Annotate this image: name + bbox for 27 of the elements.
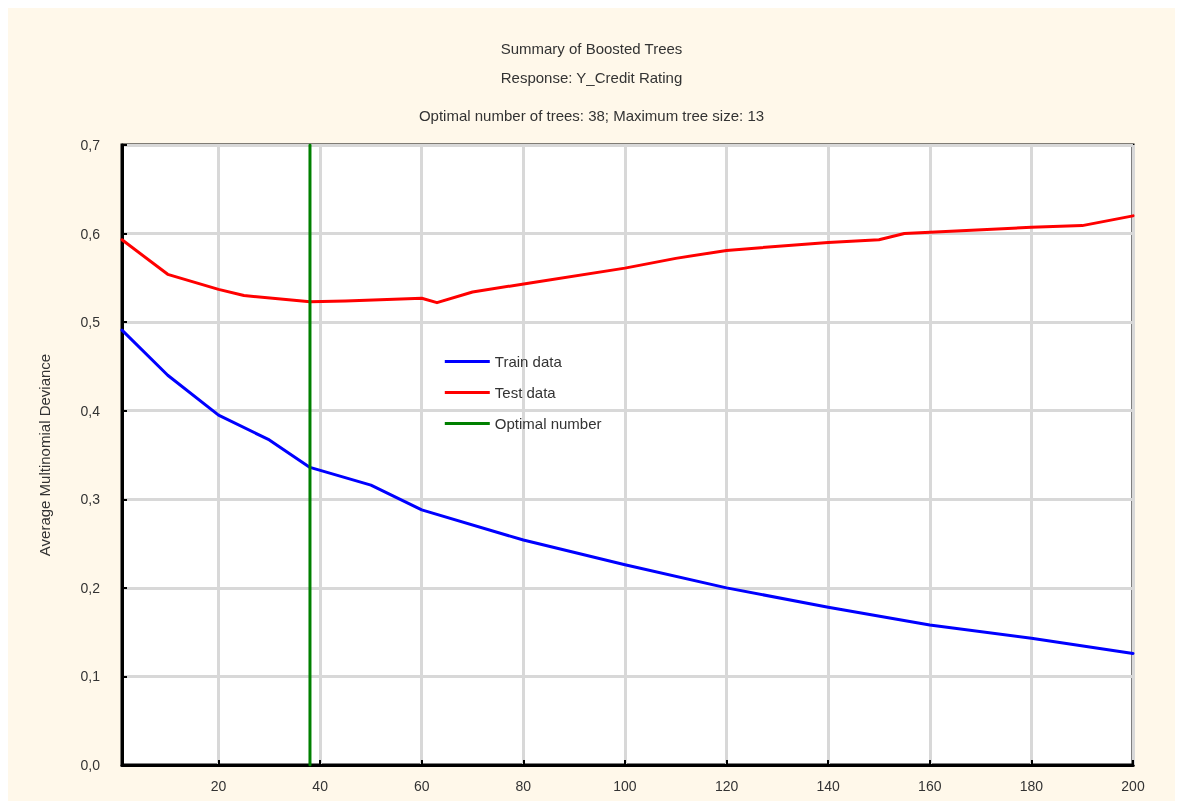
legend-label: Train data	[494, 352, 563, 370]
text: Optimal number of trees: 38; Maximum tree size: 13	[418, 107, 765, 124]
y-tick-label: 0,3	[80, 491, 101, 508]
x-tick-label: 140	[816, 778, 841, 794]
y-tick-label: 0,7	[80, 137, 101, 153]
y-tick-label: 0,2	[80, 579, 101, 596]
x-tick-label: 40	[312, 778, 329, 794]
chart-subtitle: Response: Y_Credit Rating	[500, 69, 683, 86]
x-tick-label: 120	[714, 778, 739, 794]
chart-title: Summary of Boosted Trees	[500, 40, 683, 57]
y-tick-label: 0,1	[80, 668, 101, 685]
line-series	[120, 214, 1135, 305]
x-tick-label: 160	[918, 778, 942, 794]
x-tick-label: 200	[1121, 778, 1145, 794]
legend-label: Test data	[494, 383, 557, 401]
x-tick-label: 100	[613, 778, 637, 794]
y-tick-label: 0,4	[80, 402, 101, 419]
legend-label: Optimal number	[494, 414, 602, 432]
x-tick-label: 80	[515, 778, 532, 794]
x-tick-label: 20	[210, 778, 227, 794]
y-tick-label: 0,5	[80, 314, 101, 331]
y-axis-title: Average Multinomial Deviance	[36, 353, 53, 557]
x-tick-label: 180	[1019, 778, 1044, 794]
y-tick-label: 0,0	[80, 757, 101, 773]
line-series	[120, 328, 1135, 655]
y-tick-label: 0,6	[80, 225, 101, 242]
x-tick-label: 60	[413, 778, 430, 794]
